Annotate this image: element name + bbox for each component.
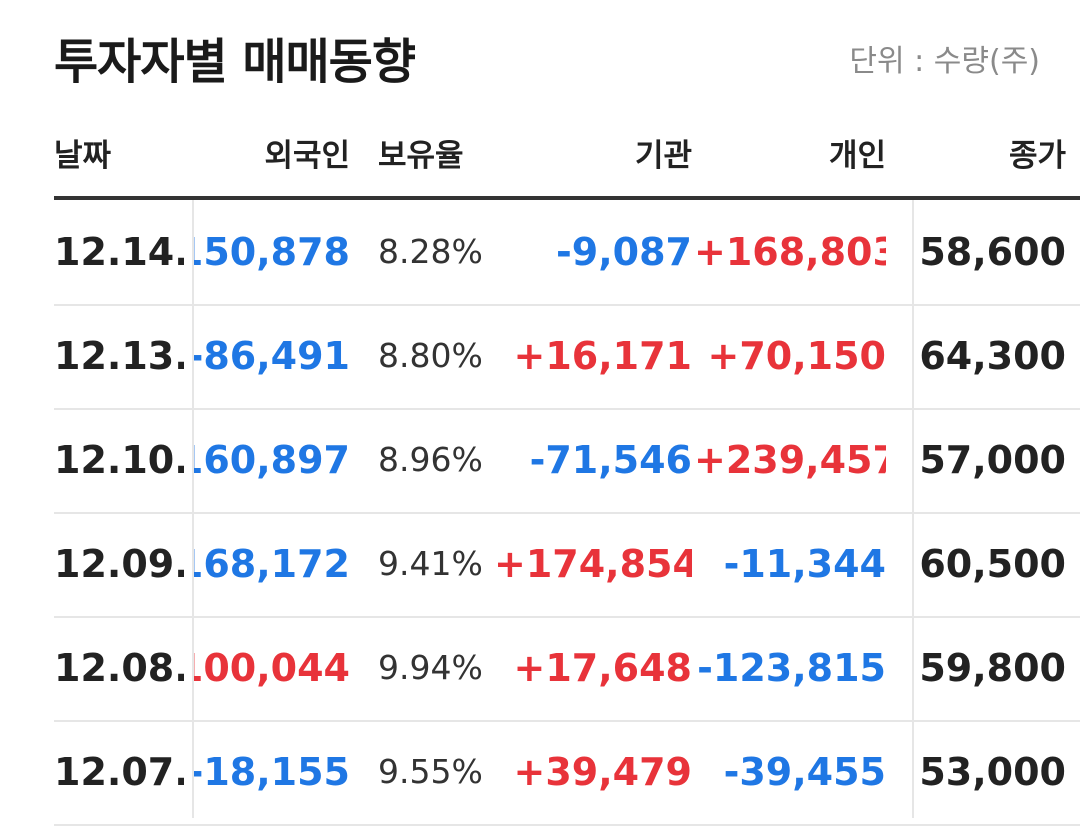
close-cell: 53,000 [919,750,1066,794]
table-row[interactable]: 12.07. -18,155 9.55% +39,479 -39,455 53,… [54,720,1080,826]
close-cell: 60,500 [919,542,1066,586]
header-ratio[interactable]: 보유율 [378,138,464,174]
header-foreign[interactable]: 외국인 [264,138,350,174]
ratio-cell: 8.96% [378,440,483,479]
institution-cell: +16,171 [513,334,692,378]
date-cell: 12.13. [54,334,184,378]
column-divider-date [192,200,194,818]
institution-cell: +174,854 [494,542,692,586]
date-cell: 12.08. [54,646,184,690]
ratio-cell: 8.28% [378,232,483,271]
foreign-cell: -18,155 [194,750,350,794]
foreign-cell: -86,491 [194,334,350,378]
individual-cell: -39,455 [723,750,886,794]
unit-label: 단위 : 수량(주) [849,44,1040,79]
close-cell: 59,800 [919,646,1066,690]
close-cell: 64,300 [919,334,1066,378]
institution-cell: -9,087 [556,230,692,274]
individual-cell: +70,150 [707,334,886,378]
foreign-cell: -160,897 [194,438,350,482]
header-individual[interactable]: 개인 [828,138,886,174]
close-cell: 57,000 [919,438,1066,482]
individual-cell: +168,803 [694,230,886,274]
table-row[interactable]: 12.13. -86,491 8.80% +16,171 +70,150 64,… [54,304,1080,410]
ratio-cell: 9.94% [378,648,483,687]
date-cell: 12.10. [54,438,184,482]
foreign-cell: -168,172 [194,542,350,586]
table-row[interactable]: 12.08. +100,044 9.94% +17,648 -123,815 5… [54,616,1080,722]
table-row[interactable]: 12.14. -150,878 8.28% -9,087 +168,803 58… [54,200,1080,306]
date-cell: 12.14. [54,230,184,274]
table-row[interactable]: 12.09. -168,172 9.41% +174,854 -11,344 6… [54,512,1080,618]
foreign-cell: +100,044 [194,646,350,690]
column-divider-close [912,200,914,818]
individual-cell: -11,344 [723,542,886,586]
ratio-cell: 8.80% [378,336,483,375]
foreign-cell: -150,878 [194,230,350,274]
header-date[interactable]: 날짜 [54,138,112,174]
individual-cell: +239,457 [694,438,886,482]
institution-cell: +39,479 [513,750,692,794]
header-institution[interactable]: 기관 [634,138,692,174]
institution-cell: +17,648 [513,646,692,690]
individual-cell: -123,815 [697,646,886,690]
date-cell: 12.09. [54,542,184,586]
close-cell: 58,600 [919,230,1066,274]
ratio-cell: 9.55% [378,752,483,791]
header-close[interactable]: 종가 [1008,138,1066,174]
table-row[interactable]: 12.10. -160,897 8.96% -71,546 +239,457 5… [54,408,1080,514]
header-divider [54,196,1080,200]
date-cell: 12.07. [54,750,184,794]
ratio-cell: 9.41% [378,544,483,583]
page-title: 투자자별 매매동향 [54,34,416,90]
institution-cell: -71,546 [529,438,692,482]
